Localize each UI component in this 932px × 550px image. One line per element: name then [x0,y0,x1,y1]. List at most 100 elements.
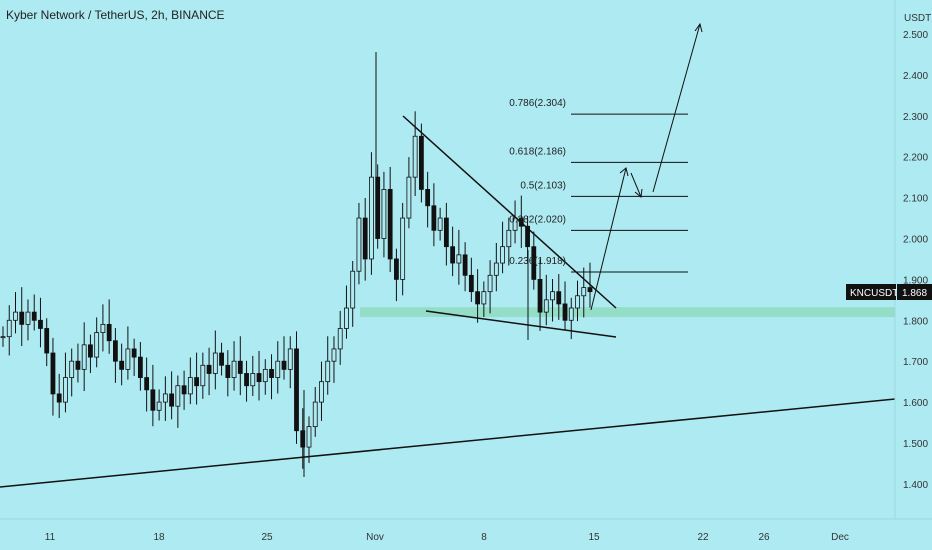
candle [275,341,281,394]
last-price: 1.868 [902,288,927,299]
y-tick-label: 2.300 [903,112,928,123]
candle [6,305,12,356]
candle [56,373,62,419]
candle-body [487,274,493,293]
y-tick-label: 1.500 [903,439,928,450]
price-axis[interactable]: USDT 2.500 2.400 2.300 2.200 2.100 2.000 1.900… [894,0,931,519]
candle-body [425,189,431,207]
candle-body [206,364,212,374]
candle [137,341,143,391]
x-tick-label: 15 [588,532,600,543]
candle [456,229,462,285]
candle [381,171,387,258]
candle-body [150,389,156,411]
candle-body [506,229,512,248]
candle-body [443,217,449,248]
candle-body [394,258,399,280]
candle-body [212,352,218,374]
candle-body [269,368,274,378]
x-tick-label: 25 [261,532,273,543]
candle-body [237,360,243,374]
x-tick-label: 18 [153,532,165,543]
candle [38,297,43,348]
candle [412,111,418,196]
support-zone [360,307,895,318]
long-term-support-trendline [0,398,896,488]
candle [19,287,25,347]
candle-body [256,373,262,383]
candle [312,386,318,437]
candle-body [56,393,62,403]
candle [206,347,212,396]
candle-body [69,360,75,378]
x-tick-label: 11 [45,532,56,543]
candle-body [144,377,150,391]
candle [113,328,118,383]
candle [119,343,125,386]
triangle-upper-trendline [402,115,617,309]
candle [131,338,137,376]
candle [450,226,456,277]
candle-body [331,348,337,362]
candle-body [362,217,368,260]
x-tick-label: Nov [366,532,384,543]
candle [443,202,449,266]
last-price-badge: KNCUSDT 1.868 [846,284,932,300]
y-tick-label: 2.100 [903,194,928,205]
candle-body [187,377,193,395]
candle [556,274,562,320]
candle [350,260,356,327]
candle-body [462,254,468,276]
candle [300,408,306,469]
candle-body [319,381,324,403]
y-tick-label: 1.700 [903,357,928,368]
candle-body [400,217,406,280]
candle [162,376,168,421]
fibonacci-levels: 0.786(2.304) 0.618(2.186) 0.5(2.103) 0.382(… [509,98,688,273]
candle-body [75,360,81,370]
candle [106,299,112,354]
candle [100,304,106,352]
candle [225,350,231,397]
y-tick-label: 1.900 [903,275,928,286]
candle [219,342,224,376]
time-axis[interactable]: 11 18 25 Nov 8 15 22 26 Dec [0,518,932,543]
candle [543,274,549,326]
candle [194,352,199,405]
projection-arrow-final [652,23,701,193]
candle-body [181,385,187,395]
candle-body [156,401,162,411]
candle [394,248,399,302]
candle [63,352,68,413]
candle-body [381,189,387,239]
candle [575,280,580,322]
candle-body [113,340,118,362]
candle [468,257,474,302]
candle [125,326,131,380]
candle-body [38,319,43,329]
projection-arrow-up [590,167,627,311]
y-tick-label: 2.400 [903,71,928,82]
candle-body [231,360,237,378]
candle-body [119,360,125,370]
candle-body [344,307,349,329]
candle [406,157,412,229]
candle [475,269,480,323]
projection-arrow-head-1 [619,167,629,177]
candle [287,336,293,389]
candle-body [63,377,68,403]
candle-body [100,323,106,333]
candle-body [450,246,456,264]
candle [462,242,468,292]
x-tick-label: Dec [831,532,849,543]
candle-body [200,364,206,387]
candle-body [250,373,256,387]
candle [294,331,299,444]
candle [568,297,574,340]
candle [418,123,424,203]
candle-body [312,401,318,428]
candle [231,341,237,391]
projection-arrow-pullback [630,172,642,198]
fib-level-label: 0.382(2.020) [509,214,566,225]
